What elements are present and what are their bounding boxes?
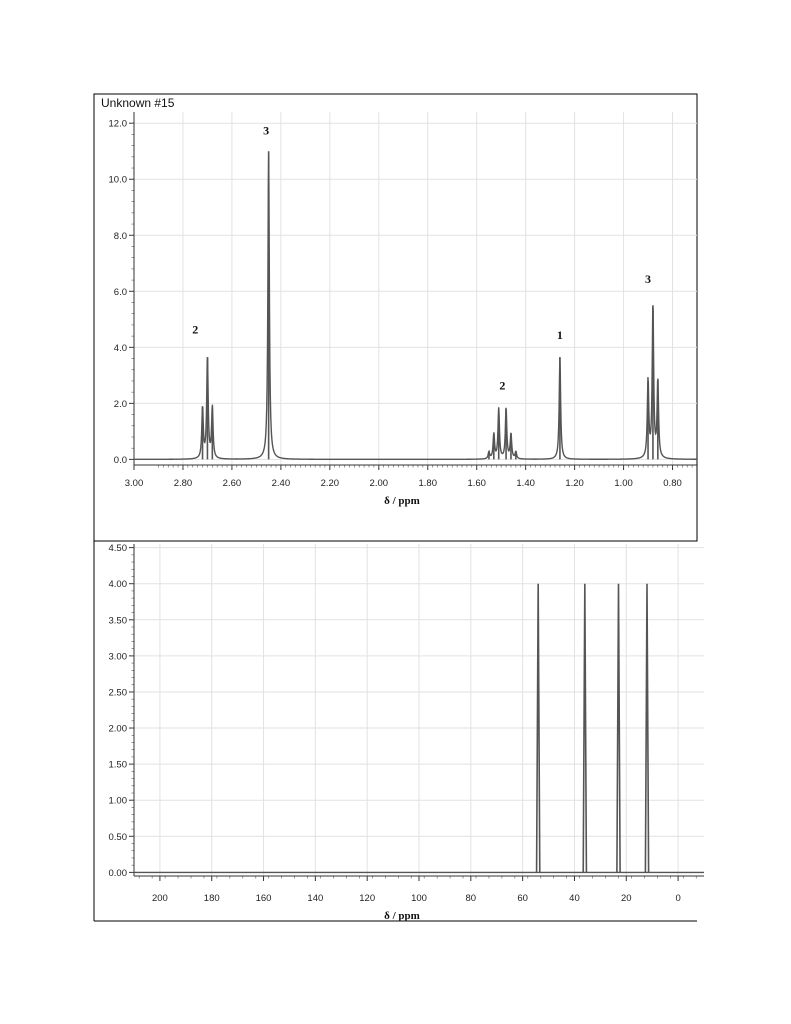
h-x-tick-label: 1.00 xyxy=(614,478,633,489)
h-y-tick-label: 4.0 xyxy=(114,343,127,354)
h-peak-integration-label: 2 xyxy=(499,378,505,392)
h-y-tick-label: 2.0 xyxy=(114,399,127,410)
h-nmr-title: Unknown #15 xyxy=(101,96,175,110)
h-x-tick-label: 2.00 xyxy=(370,478,389,489)
h-y-tick-label: 12.0 xyxy=(109,119,128,130)
c-x-tick-label: 60 xyxy=(517,893,528,904)
h-x-tick-label: 1.80 xyxy=(418,478,437,489)
h-x-tick-label: 2.20 xyxy=(321,478,340,489)
c-y-tick-label: 3.50 xyxy=(109,615,128,626)
h-y-tick-label: 10.0 xyxy=(109,175,128,186)
c-y-tick-label: 4.50 xyxy=(109,543,128,554)
c-x-tick-label: 0 xyxy=(675,893,680,904)
c-x-tick-label: 200 xyxy=(152,893,168,904)
h-x-tick-label: 2.80 xyxy=(174,478,193,489)
c-y-tick-label: 2.00 xyxy=(109,724,128,735)
c-peak-line xyxy=(644,583,650,873)
c-x-tick-label: 80 xyxy=(466,893,477,904)
h-peak-integration-label: 3 xyxy=(263,123,269,137)
h-nmr-x-axis-title: δ / ppm xyxy=(384,495,420,507)
c-x-tick-label: 180 xyxy=(204,893,220,904)
c-nmr-x-axis-title: δ / ppm xyxy=(384,910,420,922)
c-peak-line xyxy=(535,583,541,873)
c-x-tick-label: 140 xyxy=(307,893,323,904)
h-x-tick-label: 1.20 xyxy=(565,478,584,489)
h-nmr-spectrum-trace xyxy=(134,154,697,461)
h-peak-integration-label: 3 xyxy=(645,272,651,286)
h-nmr-panel-frame xyxy=(93,93,698,542)
c-x-tick-label: 160 xyxy=(256,893,272,904)
c-nmr-grid xyxy=(134,544,704,876)
h-y-tick-label: 0.0 xyxy=(114,455,127,466)
c-y-tick-label: 0.00 xyxy=(109,868,128,879)
c-y-tick-label: 1.50 xyxy=(109,760,128,771)
c-x-tick-label: 100 xyxy=(411,893,427,904)
h-x-tick-label: 2.60 xyxy=(223,478,242,489)
c-y-tick-label: 1.00 xyxy=(109,796,128,807)
h-nmr-annotations: 2 3 2 1 3 xyxy=(192,123,651,392)
c-y-tick-label: 4.00 xyxy=(109,579,128,590)
h-peak-integration-label: 2 xyxy=(192,322,198,336)
h-x-tick-label: 0.80 xyxy=(663,478,682,489)
c-y-tick-label: 3.00 xyxy=(109,651,128,662)
c-y-tick-label: 0.50 xyxy=(109,832,128,843)
h-nmr-peaks xyxy=(201,151,659,460)
c-nmr-axes: 200 180 160 140 120 100 80 60 40 20 00.000.501.001… xyxy=(109,543,704,904)
h-y-tick-label: 8.0 xyxy=(114,231,127,242)
h-x-tick-label: 1.40 xyxy=(516,478,535,489)
c-y-tick-label: 2.50 xyxy=(109,687,128,698)
h-y-tick-label: 6.0 xyxy=(114,287,127,298)
h-nmr-grid xyxy=(133,112,697,465)
h-peak-integration-label: 1 xyxy=(557,328,563,342)
h-x-tick-label: 1.60 xyxy=(467,478,486,489)
c-x-tick-label: 40 xyxy=(569,893,580,904)
c-peak-line xyxy=(616,583,621,873)
c-nmr-peaks xyxy=(535,583,650,873)
h-x-tick-label: 2.40 xyxy=(272,478,291,489)
c-x-tick-label: 120 xyxy=(359,893,375,904)
h-nmr-axes: 3.00 2.80 2.60 2.40 2.20 2.00 1.80 1.60 1.40 1.20… xyxy=(109,112,697,489)
c-x-tick-label: 20 xyxy=(621,893,632,904)
c-peak-line xyxy=(582,583,588,873)
h-x-tick-label: 3.00 xyxy=(125,478,144,489)
